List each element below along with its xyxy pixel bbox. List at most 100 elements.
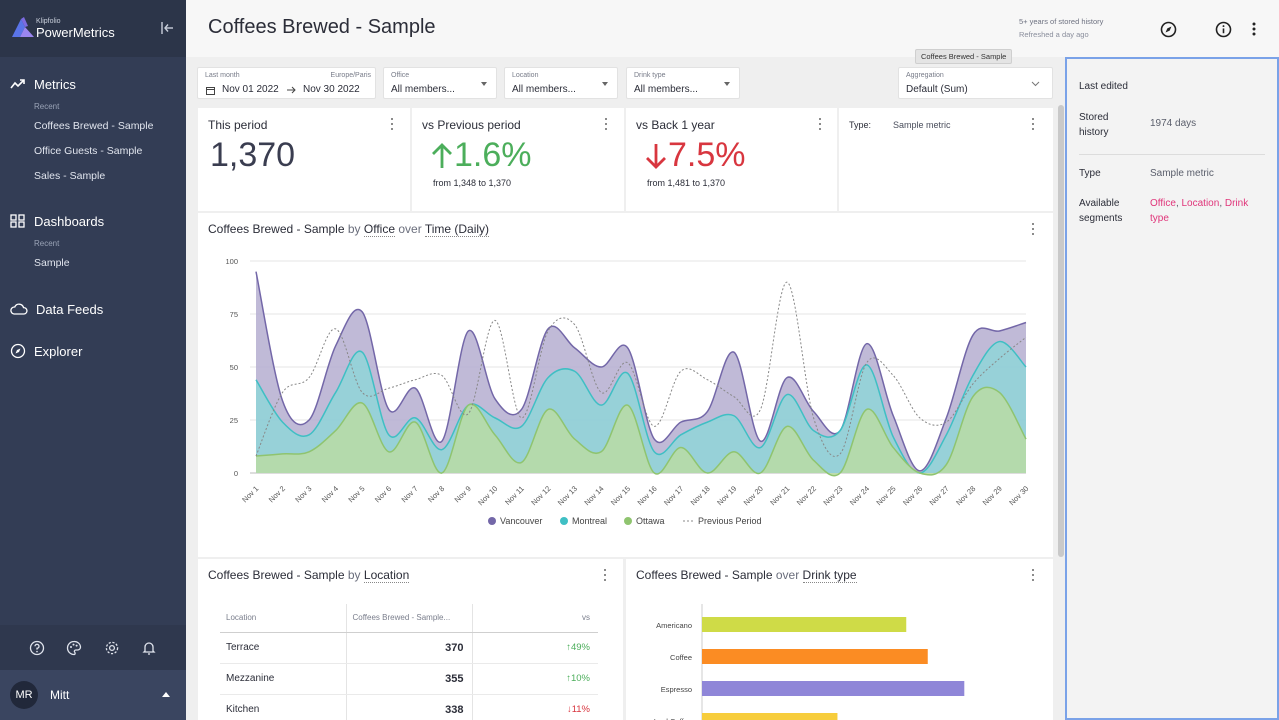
column-header[interactable]: Location (220, 604, 346, 633)
x-tick-label: Nov 6 (373, 484, 393, 504)
title-time[interactable]: Time (Daily) (424, 222, 490, 237)
notifications-bell-icon[interactable] (140, 639, 158, 657)
scrollbar[interactable] (1058, 105, 1064, 557)
tooltip: Coffees Brewed - Sample (915, 49, 1013, 64)
cloud-icon (10, 303, 28, 315)
nav-data-feeds[interactable]: Data Feeds (0, 298, 186, 320)
legend-swatch (488, 517, 496, 525)
category-label: Espresso (661, 685, 692, 694)
aggregation-filter[interactable]: Aggregation Default (Sum) (898, 67, 1053, 99)
nav-recent-metric[interactable]: Sales - Sample (34, 170, 106, 182)
title-dimension[interactable]: Location (363, 568, 410, 583)
nav-metrics[interactable]: Metrics (0, 73, 186, 95)
x-tick-label: Nov 12 (529, 484, 552, 507)
kpi-vs-previous: vs Previous period 1.6% from 1,348 to 1,… (412, 108, 624, 211)
powermetrics-logo-icon (12, 17, 34, 37)
legend-label[interactable]: Previous Period (698, 516, 762, 526)
category-label: Coffee (670, 653, 692, 662)
x-tick-label: Nov 18 (689, 484, 712, 507)
refresh-info: Refreshed a day ago (1019, 30, 1089, 39)
line-series-montreal[interactable] (255, 340, 1027, 474)
card-menu-icon[interactable] (815, 117, 825, 131)
title-dimension[interactable]: Drink type (802, 568, 857, 583)
location-change: ↓11% (471, 694, 598, 720)
nav-recent-metric[interactable]: Coffees Brewed - Sample (34, 120, 154, 132)
title-by: by (347, 222, 361, 236)
office-filter[interactable]: Office All members... (383, 67, 497, 99)
date-start[interactable]: Nov 01 2022 (222, 84, 279, 95)
line-series-ottawa[interactable] (255, 386, 1027, 477)
segment-link[interactable]: Location (1181, 198, 1220, 209)
table-row[interactable]: Kitchen 338 ↓11% (220, 694, 598, 720)
title-dimension[interactable]: Office (363, 222, 396, 237)
info-icon[interactable] (1214, 20, 1232, 38)
more-options-icon[interactable] (1245, 20, 1263, 38)
nav-recent-metric[interactable]: Office Guests - Sample (34, 145, 143, 157)
card-menu-icon[interactable] (1028, 222, 1038, 236)
drink-filter-label: Drink type (634, 72, 666, 79)
palette-icon[interactable] (65, 639, 83, 657)
change-value: 11% (571, 704, 590, 715)
x-tick-label: Nov 30 (1007, 484, 1030, 507)
history-info: 5+ years of stored history (1019, 17, 1104, 26)
card-menu-icon[interactable] (1028, 117, 1038, 131)
card-menu-icon[interactable] (601, 117, 611, 131)
brand-name: PowerMetrics (36, 25, 115, 40)
dashboard-icon (10, 214, 25, 228)
drink-type-filter[interactable]: Drink type All members... (626, 67, 740, 99)
bar[interactable] (702, 713, 838, 720)
last-edited-label: Last edited (1079, 81, 1128, 92)
column-header[interactable]: vs (471, 604, 598, 633)
compass-explore-icon[interactable] (1159, 20, 1177, 38)
nav-explorer[interactable]: Explorer (0, 340, 186, 362)
segments-label: Available segments (1079, 198, 1123, 224)
segment-link[interactable]: Drink type (1150, 198, 1249, 224)
table-row[interactable]: Mezzanine 355 ↑10% (220, 663, 598, 695)
change-value: 10% (570, 673, 590, 684)
office-filter-value: All members... (391, 84, 455, 95)
x-tick-label: Nov 15 (609, 484, 632, 507)
legend-label[interactable]: Montreal (572, 516, 607, 526)
card-menu-icon[interactable] (600, 568, 610, 582)
collapse-sidebar-icon[interactable] (158, 20, 176, 36)
nav-dashboards[interactable]: Dashboards (0, 210, 186, 232)
card-menu-icon[interactable] (387, 117, 397, 131)
help-icon[interactable] (28, 639, 46, 657)
location-filter[interactable]: Location All members... (504, 67, 618, 99)
legend-label[interactable]: Ottawa (636, 516, 665, 526)
area-series-ottawa[interactable] (256, 387, 1026, 476)
segment-link[interactable]: Office (1150, 198, 1176, 209)
arrow-up-icon (432, 142, 452, 168)
nav-recent-dashboard[interactable]: Sample (34, 257, 70, 269)
settings-gear-icon[interactable] (103, 639, 121, 657)
user-menu[interactable]: MR Mitt (0, 670, 186, 720)
area-series-montreal[interactable] (256, 341, 1026, 474)
date-range-filter[interactable]: Last month Europe/Paris Nov 01 2022 Nov … (197, 67, 376, 99)
x-tick-label: Nov 24 (848, 484, 871, 507)
stored-history-label: Stored history (1079, 112, 1109, 138)
bar[interactable] (702, 617, 907, 632)
x-tick-label: Nov 10 (476, 484, 499, 507)
bar[interactable] (702, 681, 965, 696)
nav-metrics-section: Metrics Recent Coffees Brewed - Sample O… (0, 73, 186, 189)
x-tick-label: Nov 5 (346, 484, 366, 504)
sidebar-utility-bar (0, 625, 186, 670)
card-menu-icon[interactable] (1028, 568, 1038, 582)
chart-title: Coffees Brewed - Sample by Location (208, 568, 410, 583)
nav-explorer-section: Explorer (0, 340, 186, 362)
user-name: Mitt (50, 688, 70, 702)
table-row[interactable]: Terrace 370 ↑49% (220, 632, 598, 664)
aggregation-value: Default (Sum) (906, 84, 968, 95)
line-series-vancouver[interactable] (255, 271, 1027, 472)
x-tick-label: Nov 9 (453, 484, 473, 504)
x-tick-label: Nov 8 (426, 484, 446, 504)
date-end[interactable]: Nov 30 2022 (303, 84, 360, 95)
previous-period-line[interactable] (255, 281, 1027, 457)
main-chart-card: Coffees Brewed - Sample by Office over T… (198, 213, 1053, 557)
x-tick-label: Nov 25 (874, 484, 897, 507)
title-metric: Coffees Brewed - Sample (208, 568, 345, 582)
column-header[interactable]: Coffees Brewed - Sample... (345, 604, 472, 633)
kpi-change-value: 7.5% (668, 136, 746, 174)
legend-label[interactable]: Vancouver (500, 516, 542, 526)
bar[interactable] (702, 649, 928, 664)
